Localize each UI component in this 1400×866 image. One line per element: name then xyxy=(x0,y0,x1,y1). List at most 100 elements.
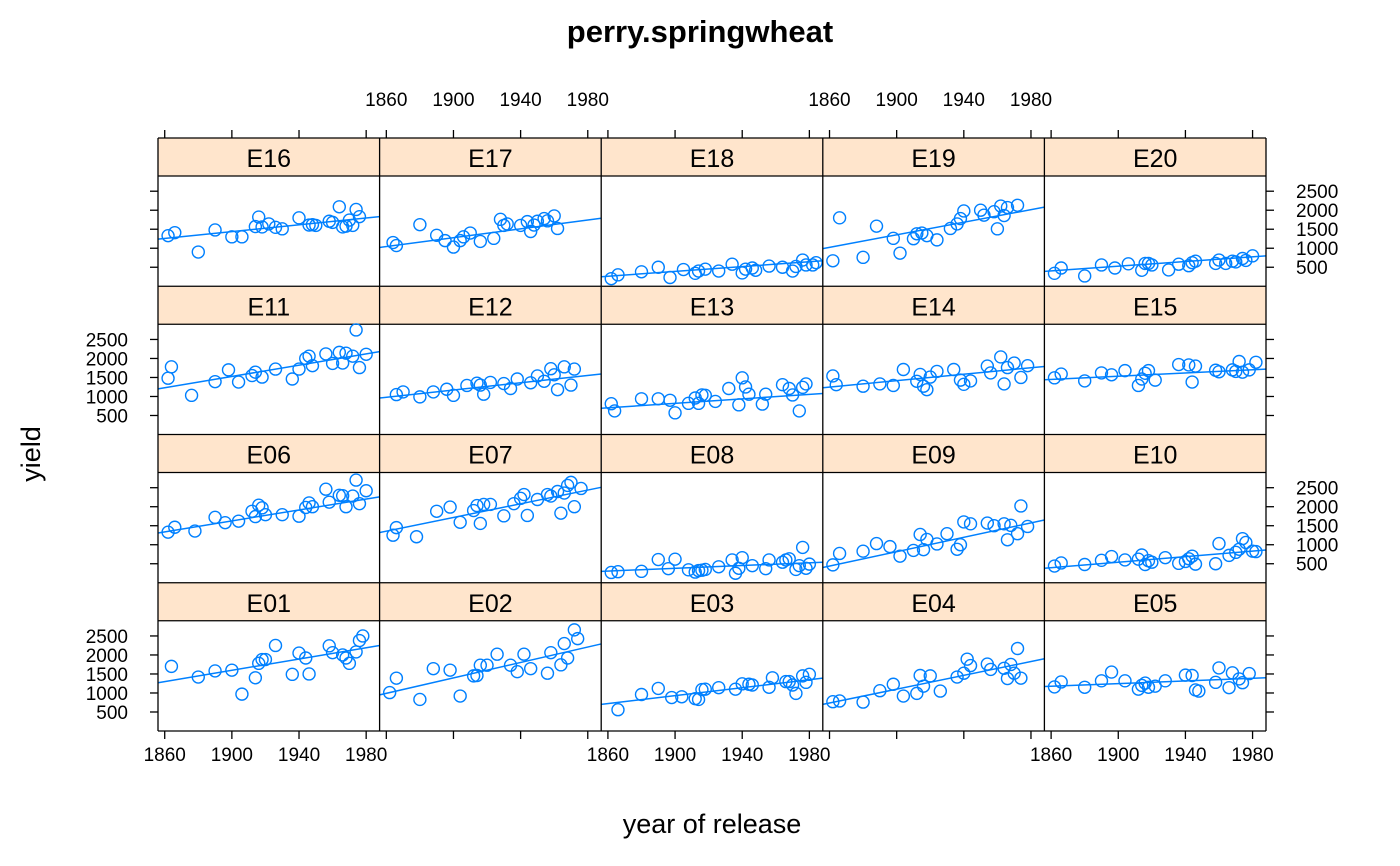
panel-E04: E04 xyxy=(822,582,1045,709)
data-point xyxy=(483,375,498,390)
panel-E17: E17 xyxy=(379,138,602,254)
data-point xyxy=(540,666,555,680)
data-point xyxy=(497,376,511,391)
data-point xyxy=(651,260,665,274)
data-point xyxy=(517,647,531,661)
data-point xyxy=(1104,665,1119,679)
data-point xyxy=(698,262,712,276)
data-point xyxy=(1138,676,1152,690)
data-point xyxy=(634,392,649,406)
data-point xyxy=(1138,366,1152,380)
data-point xyxy=(346,489,360,503)
data-point xyxy=(255,370,269,384)
data-point xyxy=(1007,666,1021,680)
data-point xyxy=(413,692,427,707)
data-point xyxy=(1077,557,1092,572)
data-point xyxy=(252,498,266,512)
data-point xyxy=(523,224,538,239)
data-point xyxy=(634,687,649,702)
y-tick-label: 2500 xyxy=(86,627,128,648)
data-point xyxy=(738,262,753,276)
strip-E08 xyxy=(601,434,823,473)
data-point xyxy=(913,527,927,542)
data-point xyxy=(1094,674,1109,688)
data-point xyxy=(258,507,273,522)
strip-label-E14: E14 xyxy=(911,293,956,321)
y-axis-label: yield xyxy=(16,426,46,482)
data-point xyxy=(1014,671,1028,685)
data-point xyxy=(782,552,796,566)
panel-E14: E14 xyxy=(822,286,1045,397)
data-point xyxy=(1138,256,1152,271)
strip-E10 xyxy=(1044,434,1266,473)
data-point xyxy=(161,228,175,243)
data-point xyxy=(950,542,964,556)
data-point xyxy=(208,510,222,525)
data-point xyxy=(676,262,691,277)
y-tick-label: 1000 xyxy=(1296,536,1338,557)
data-point xyxy=(910,686,924,701)
data-point xyxy=(302,496,316,510)
data-point xyxy=(1245,249,1260,263)
data-point xyxy=(252,656,266,671)
data-point xyxy=(221,363,236,377)
data-point xyxy=(785,264,800,278)
data-point xyxy=(527,218,541,232)
data-point xyxy=(634,265,649,279)
data-point xyxy=(663,270,677,285)
data-point xyxy=(389,387,404,402)
data-point xyxy=(513,218,528,233)
x-tick-label: 1860 xyxy=(808,90,850,111)
data-point xyxy=(1077,269,1092,283)
data-point xyxy=(339,500,353,514)
data-point xyxy=(453,689,467,703)
data-point xyxy=(698,388,712,403)
data-point xyxy=(292,211,306,225)
data-point xyxy=(953,211,968,226)
data-point xyxy=(1229,364,1243,379)
data-point xyxy=(1054,556,1068,570)
strip-label-E18: E18 xyxy=(690,145,734,173)
data-point xyxy=(255,501,269,515)
data-point xyxy=(1172,257,1186,271)
data-point xyxy=(208,374,222,389)
data-point xyxy=(285,372,300,386)
panel-E03: E03 xyxy=(601,582,823,717)
strip-label-E20: E20 xyxy=(1133,145,1177,173)
y-tick-label: 2000 xyxy=(1296,201,1338,222)
data-point xyxy=(413,390,427,404)
data-point xyxy=(735,677,749,691)
strip-E04 xyxy=(822,582,1045,621)
data-point xyxy=(299,500,313,515)
data-point xyxy=(1141,363,1156,378)
data-point xyxy=(550,382,565,397)
strip-E07 xyxy=(379,434,602,473)
data-point xyxy=(463,226,477,240)
data-point xyxy=(759,561,773,576)
data-point xyxy=(429,504,444,518)
data-point xyxy=(698,682,712,696)
data-point xyxy=(1182,358,1196,372)
data-point xyxy=(806,258,820,272)
data-point xyxy=(544,645,558,660)
data-point xyxy=(826,695,840,709)
data-point xyxy=(191,245,205,259)
data-point xyxy=(792,558,806,573)
data-point xyxy=(1229,545,1243,560)
data-point xyxy=(1235,251,1250,266)
data-point xyxy=(994,199,1008,213)
fit-line xyxy=(157,496,380,534)
data-point xyxy=(483,497,498,512)
data-point xyxy=(1158,550,1172,565)
data-point xyxy=(352,360,367,375)
data-point xyxy=(698,562,712,577)
data-point xyxy=(795,669,810,683)
data-point xyxy=(856,250,870,265)
data-point xyxy=(886,378,901,393)
data-point xyxy=(663,393,677,407)
data-point xyxy=(544,489,558,503)
data-point xyxy=(832,546,847,561)
x-tick-label: 1940 xyxy=(943,90,985,111)
x-tick-label: 1860 xyxy=(365,90,407,111)
data-point xyxy=(382,685,397,700)
